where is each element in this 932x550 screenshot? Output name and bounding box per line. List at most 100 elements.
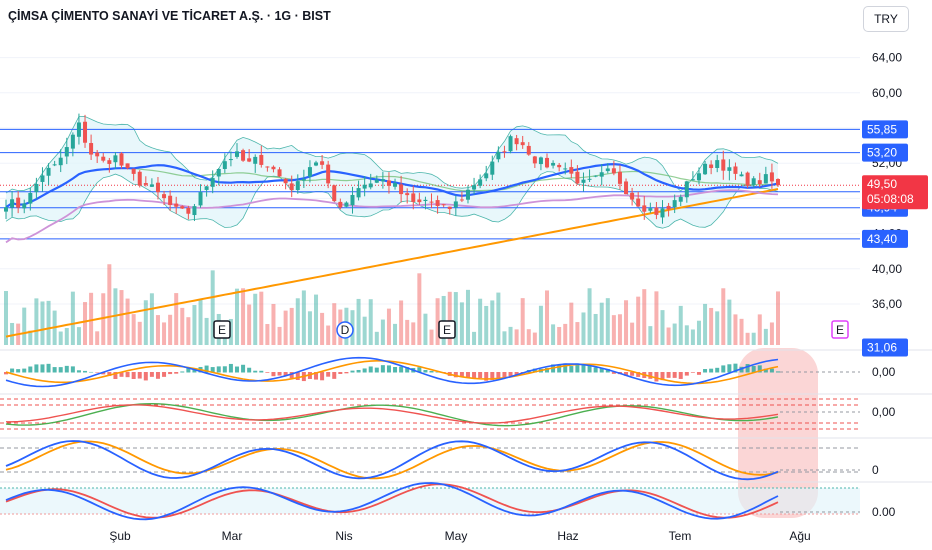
candle[interactable] bbox=[581, 172, 586, 192]
candle[interactable] bbox=[350, 186, 355, 214]
candle[interactable] bbox=[314, 160, 319, 167]
price-level-badge[interactable]: 55,85 bbox=[862, 120, 908, 139]
candle[interactable] bbox=[757, 172, 762, 188]
candle[interactable] bbox=[143, 176, 148, 187]
candle[interactable] bbox=[703, 161, 708, 175]
candle[interactable] bbox=[101, 152, 106, 163]
candle[interactable] bbox=[380, 171, 385, 189]
candle[interactable] bbox=[538, 156, 543, 171]
candle[interactable] bbox=[295, 174, 300, 194]
indicator-pane-4[interactable]: 0.00 bbox=[0, 481, 932, 521]
candle[interactable] bbox=[763, 166, 768, 184]
candle[interactable] bbox=[526, 142, 531, 156]
candle[interactable] bbox=[320, 155, 325, 170]
candle[interactable] bbox=[684, 180, 689, 203]
candle[interactable] bbox=[611, 160, 616, 176]
candle[interactable] bbox=[411, 185, 416, 210]
candle[interactable] bbox=[593, 175, 598, 178]
candle[interactable] bbox=[642, 195, 647, 220]
candle[interactable] bbox=[338, 198, 343, 210]
candle[interactable] bbox=[678, 194, 683, 207]
candle[interactable] bbox=[502, 145, 507, 158]
candle[interactable] bbox=[532, 155, 537, 169]
event-marker-upcoming[interactable]: E bbox=[831, 320, 849, 339]
candle[interactable] bbox=[40, 167, 45, 192]
candle[interactable] bbox=[34, 177, 39, 200]
candle[interactable] bbox=[496, 146, 501, 163]
candle[interactable] bbox=[186, 205, 191, 220]
currency-button[interactable]: TRY bbox=[863, 6, 909, 32]
candle[interactable] bbox=[168, 190, 173, 211]
candle[interactable] bbox=[429, 193, 434, 209]
candle[interactable] bbox=[545, 153, 550, 169]
candle[interactable] bbox=[344, 201, 349, 208]
event-marker-earnings[interactable]: E bbox=[213, 320, 231, 339]
candle[interactable] bbox=[326, 160, 331, 189]
candle[interactable] bbox=[557, 162, 562, 172]
candle[interactable] bbox=[672, 194, 677, 214]
candle[interactable] bbox=[265, 166, 270, 172]
candle[interactable] bbox=[58, 149, 63, 173]
event-marker-earnings[interactable]: E bbox=[438, 320, 456, 339]
candle[interactable] bbox=[131, 168, 136, 181]
indicator-pane-2[interactable]: 0,00 bbox=[0, 393, 932, 430]
candle[interactable] bbox=[16, 191, 21, 214]
price-level-badge[interactable]: 43,40 bbox=[862, 229, 908, 248]
candle[interactable] bbox=[374, 175, 379, 184]
candle[interactable] bbox=[289, 175, 294, 198]
candle[interactable] bbox=[624, 178, 629, 195]
candle[interactable] bbox=[733, 162, 738, 180]
candle[interactable] bbox=[386, 172, 391, 194]
candle[interactable] bbox=[368, 173, 373, 190]
candle[interactable] bbox=[253, 154, 258, 173]
candle[interactable] bbox=[617, 165, 622, 190]
candle[interactable] bbox=[137, 170, 142, 188]
candle[interactable] bbox=[472, 177, 477, 195]
candle[interactable] bbox=[46, 163, 51, 186]
candle[interactable] bbox=[222, 153, 227, 174]
candle[interactable] bbox=[654, 201, 659, 220]
candle[interactable] bbox=[28, 187, 33, 211]
candle[interactable] bbox=[89, 134, 94, 161]
candle[interactable] bbox=[721, 150, 726, 180]
candle[interactable] bbox=[204, 185, 209, 197]
candle[interactable] bbox=[125, 163, 130, 170]
candle[interactable] bbox=[10, 190, 15, 217]
candle[interactable] bbox=[393, 178, 398, 190]
event-marker-dividend[interactable]: D bbox=[336, 321, 354, 339]
candle[interactable] bbox=[52, 160, 57, 167]
candle[interactable] bbox=[76, 113, 81, 145]
candle[interactable] bbox=[484, 165, 489, 182]
candle[interactable] bbox=[174, 196, 179, 214]
candle[interactable] bbox=[155, 176, 160, 200]
candle[interactable] bbox=[107, 157, 112, 173]
candle[interactable] bbox=[362, 175, 367, 197]
candle[interactable] bbox=[277, 167, 282, 177]
candle[interactable] bbox=[551, 160, 556, 169]
price-level-badge[interactable]: 31,06 bbox=[862, 338, 908, 357]
indicator-pane-3[interactable]: 0 bbox=[0, 437, 932, 481]
candle[interactable] bbox=[514, 134, 519, 151]
candle[interactable] bbox=[271, 165, 276, 173]
candle[interactable] bbox=[441, 203, 446, 208]
candle[interactable] bbox=[332, 184, 337, 202]
candle[interactable] bbox=[216, 167, 221, 186]
candle[interactable] bbox=[307, 160, 312, 183]
candle[interactable] bbox=[776, 178, 780, 187]
candle[interactable] bbox=[301, 169, 306, 188]
candle[interactable] bbox=[210, 170, 215, 194]
candle[interactable] bbox=[447, 206, 452, 215]
candle[interactable] bbox=[569, 159, 574, 179]
candle[interactable] bbox=[423, 196, 428, 210]
candle[interactable] bbox=[399, 175, 404, 203]
candle[interactable] bbox=[95, 149, 100, 163]
candle[interactable] bbox=[180, 205, 185, 210]
candle[interactable] bbox=[660, 200, 665, 224]
candle[interactable] bbox=[599, 163, 604, 186]
candle[interactable] bbox=[605, 163, 610, 174]
candle[interactable] bbox=[563, 162, 568, 175]
candle[interactable] bbox=[119, 152, 124, 169]
candle[interactable] bbox=[727, 159, 732, 181]
